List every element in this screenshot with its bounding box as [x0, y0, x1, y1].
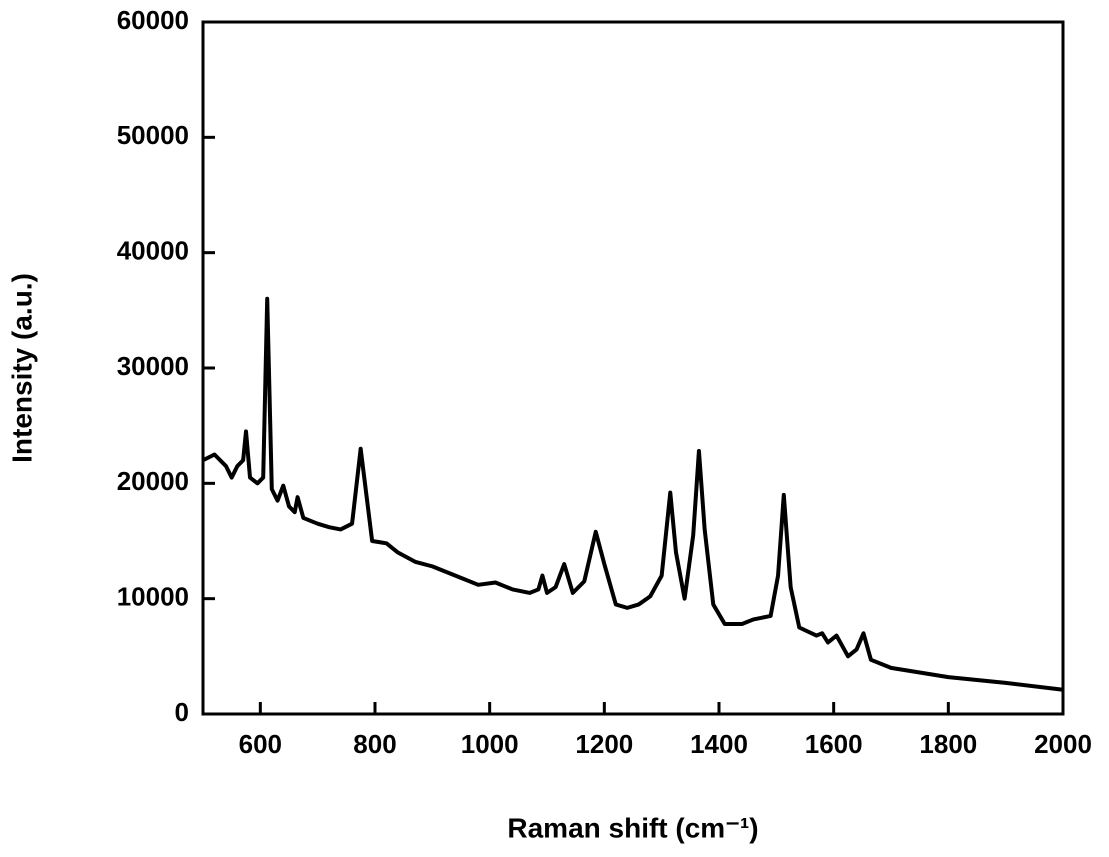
x-tick-label: 800: [353, 729, 396, 759]
x-tick-label: 1000: [461, 729, 519, 759]
y-tick-label: 30000: [117, 351, 189, 381]
x-tick-label: 1600: [805, 729, 863, 759]
x-tick-label: 2000: [1034, 729, 1092, 759]
y-tick-label: 50000: [117, 120, 189, 150]
y-tick-label: 10000: [117, 582, 189, 612]
plot-frame: [201, 20, 1065, 716]
y-axis-title: Intensity (a.u.): [6, 273, 37, 463]
y-tick-label: 0: [175, 697, 189, 727]
x-tick-label: 1200: [575, 729, 633, 759]
y-tick-label: 20000: [117, 466, 189, 496]
y-tick-label: 40000: [117, 236, 189, 266]
x-tick-label: 1800: [919, 729, 977, 759]
spectrum-line: [202, 296, 1064, 692]
x-axis-title: Raman shift (cm⁻¹): [507, 812, 758, 843]
x-tick-label: 1400: [690, 729, 748, 759]
y-tick-label: 60000: [117, 5, 189, 35]
x-tick-label: 600: [239, 729, 282, 759]
